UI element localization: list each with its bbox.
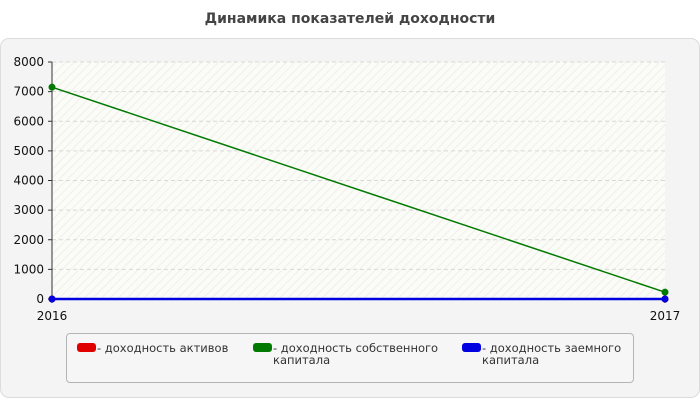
x-tick-label: 2017	[650, 309, 681, 323]
y-tick-label: 7000	[13, 85, 44, 99]
plot-area	[52, 62, 665, 299]
y-tick-label: 5000	[13, 144, 44, 158]
data-point	[48, 295, 56, 303]
y-tick-label: 8000	[13, 55, 44, 69]
y-tick-label: 6000	[13, 114, 44, 128]
legend-item-assets: - доходность активов	[77, 342, 228, 354]
y-tick-labels: 0 1000 2000 3000 4000 5000 6000 7000 8000	[13, 55, 44, 306]
legend: - доходность активов - доходность собств…	[66, 333, 634, 383]
series-layer	[48, 83, 669, 303]
x-tick-label: 2016	[37, 309, 68, 323]
y-tick-label: 4000	[13, 174, 44, 188]
y-tick-label: 0	[36, 292, 44, 306]
legend-label: - доходность собственного капитала	[273, 341, 439, 367]
chart-title: Динамика показателей доходности	[204, 11, 496, 27]
data-point	[661, 295, 669, 303]
legend-label: - доходность заемного капитала	[482, 341, 622, 367]
data-point	[48, 83, 56, 91]
legend-swatch	[462, 343, 481, 352]
series-line	[51, 86, 666, 293]
x-tick-labels: 2016 2017	[37, 309, 681, 323]
legend-label: - доходность активов	[97, 341, 229, 355]
legend-item-equity: - доходность собственного капитала	[253, 342, 438, 366]
y-tick-label: 1000	[13, 262, 44, 276]
legend-item-debt: - доходность заемного капитала	[462, 342, 621, 366]
data-point	[661, 288, 669, 296]
legend-swatch	[253, 343, 272, 352]
y-tick-label: 3000	[13, 203, 44, 217]
legend-swatch	[77, 343, 96, 352]
y-tick-label: 2000	[13, 233, 44, 247]
